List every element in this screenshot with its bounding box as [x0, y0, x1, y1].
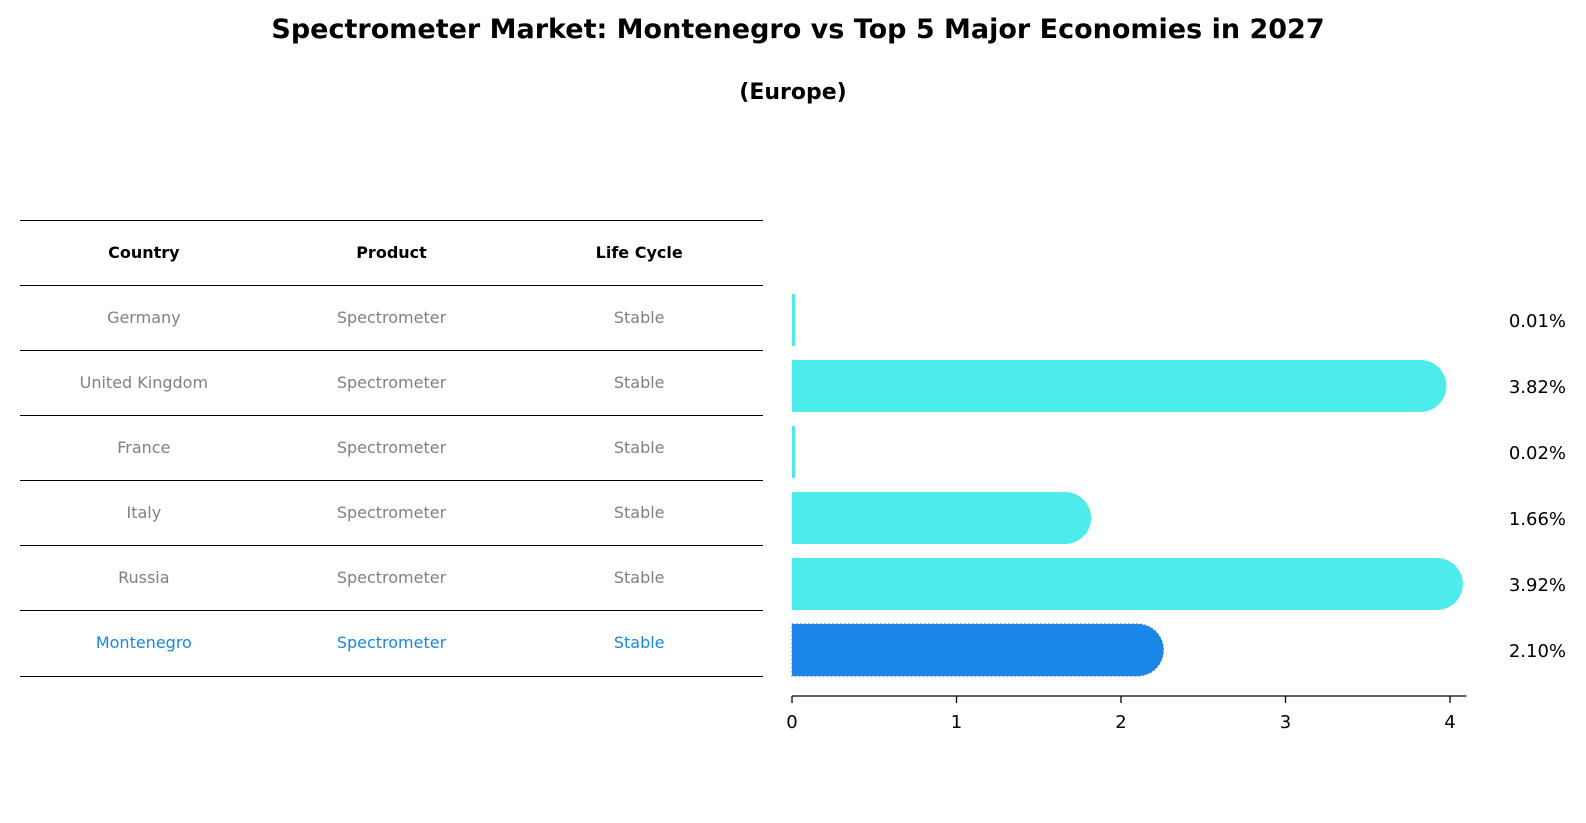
value-label: 2.10% — [1509, 641, 1566, 662]
product-cell: Spectrometer — [336, 308, 447, 327]
table-row: Germany Spectrometer Stable — [20, 285, 763, 350]
country-cell: United Kingdom — [79, 373, 209, 392]
value-label: 0.02% — [1509, 443, 1566, 464]
x-tick-label: 1 — [951, 712, 962, 733]
x-tick-label: 4 — [1444, 712, 1455, 733]
life-cycle-cell: Stable — [613, 438, 665, 457]
value-label: 0.01% — [1509, 311, 1566, 332]
table-row-highlight: Montenegro Spectrometer Stable — [20, 610, 763, 677]
data-table: Country Product Life Cycle Germany Spect… — [20, 220, 763, 677]
x-tick-label: 2 — [1115, 712, 1126, 733]
value-label: 3.82% — [1509, 377, 1566, 398]
table-row: Italy Spectrometer Stable — [20, 480, 763, 545]
x-tick-label: 0 — [786, 712, 797, 733]
country-cell: Italy — [126, 503, 162, 522]
bar-germany — [792, 294, 795, 346]
table-row: United Kingdom Spectrometer Stable — [20, 350, 763, 415]
chart-subtitle: (Europe) — [739, 80, 847, 105]
value-label: 1.66% — [1509, 509, 1566, 530]
bar-france — [792, 426, 795, 478]
country-cell: France — [117, 438, 171, 457]
country-cell: Montenegro — [95, 633, 192, 652]
product-cell: Spectrometer — [336, 568, 447, 587]
life-cycle-cell: Stable — [613, 633, 665, 652]
chart-title: Spectrometer Market: Montenegro vs Top 5… — [271, 14, 1325, 45]
bar-russia — [792, 558, 1463, 610]
life-cycle-cell: Stable — [613, 568, 665, 587]
header-product: Product — [356, 243, 427, 262]
product-cell: Spectrometer — [336, 503, 447, 522]
life-cycle-cell: Stable — [613, 503, 665, 522]
life-cycle-cell: Stable — [613, 308, 665, 327]
header-country: Country — [108, 243, 180, 262]
bar-united-kingdom — [792, 360, 1447, 412]
table-row: France Spectrometer Stable — [20, 415, 763, 480]
bar-montenegro — [791, 623, 1164, 677]
country-cell: Germany — [107, 308, 181, 327]
bar-italy — [792, 492, 1092, 544]
country-cell: Russia — [118, 568, 170, 587]
value-label: 3.92% — [1509, 575, 1566, 596]
product-cell: Spectrometer — [336, 633, 447, 652]
product-cell: Spectrometer — [336, 373, 447, 392]
x-tick-label: 3 — [1280, 712, 1291, 733]
header-life-cycle: Life Cycle — [595, 243, 683, 262]
table-header-row: Country Product Life Cycle — [20, 220, 763, 285]
table-row: Russia Spectrometer Stable — [20, 545, 763, 610]
life-cycle-cell: Stable — [613, 373, 665, 392]
product-cell: Spectrometer — [336, 438, 447, 457]
